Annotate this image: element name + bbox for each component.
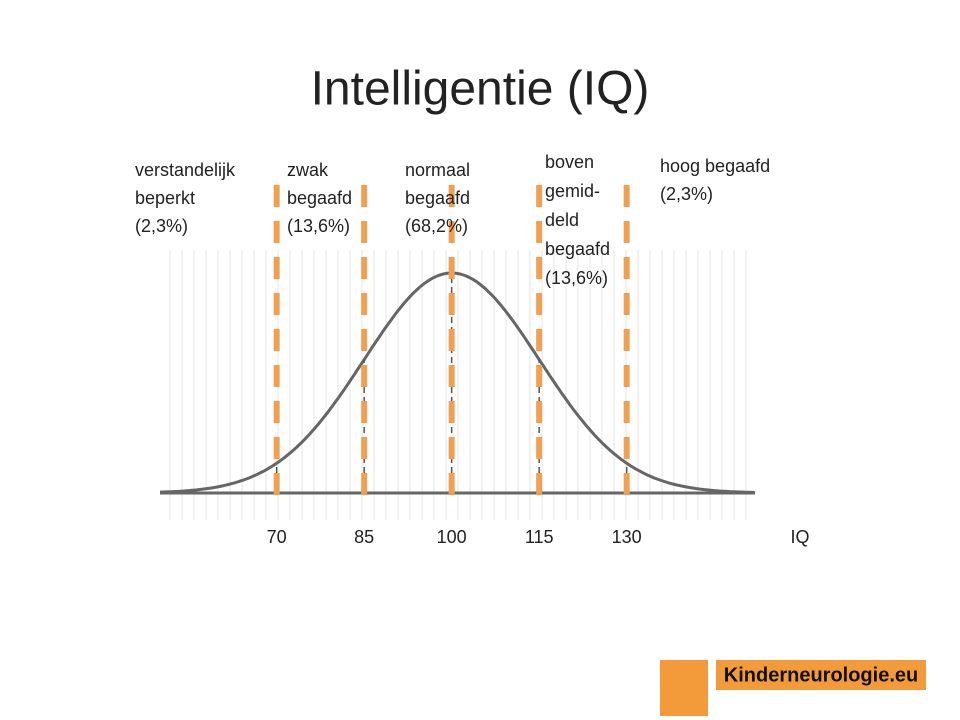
band-label: gemid- [545,181,600,201]
band-label: beperkt [135,188,195,208]
logo-icon [660,660,708,716]
title: Intelligentie (IQ) [311,63,650,116]
logo-text: Kinderneurologie.eu [724,664,918,686]
logo-box [716,660,926,690]
x-tick-label: 85 [354,527,374,547]
bell-curve [159,271,756,494]
band-label: (13,6%) [545,268,608,288]
band-label: (2,3%) [660,184,713,204]
x-tick-label: 115 [525,527,554,547]
logo: Kinderneurologie.eu [660,660,926,716]
band-label: (2,3%) [135,216,188,236]
band-label: (68,2%) [405,216,468,236]
x-tick-label: 100 [437,527,467,547]
band-label: verstandelijk [135,160,236,180]
band-label: begaafd [287,188,352,208]
x-tick-label: 130 [612,527,642,547]
band-label: deld [545,210,579,230]
band-label: begaafd [405,188,470,208]
band-label: (13,6%) [287,216,350,236]
x-axis-label: IQ [790,527,809,547]
band-label: boven [545,152,594,172]
band-label: normaal [405,160,470,180]
band-label: begaafd [545,239,610,259]
x-tick-label: 70 [267,527,287,547]
band-label: hoog begaafd [660,156,770,176]
band-label: zwak [287,160,329,180]
